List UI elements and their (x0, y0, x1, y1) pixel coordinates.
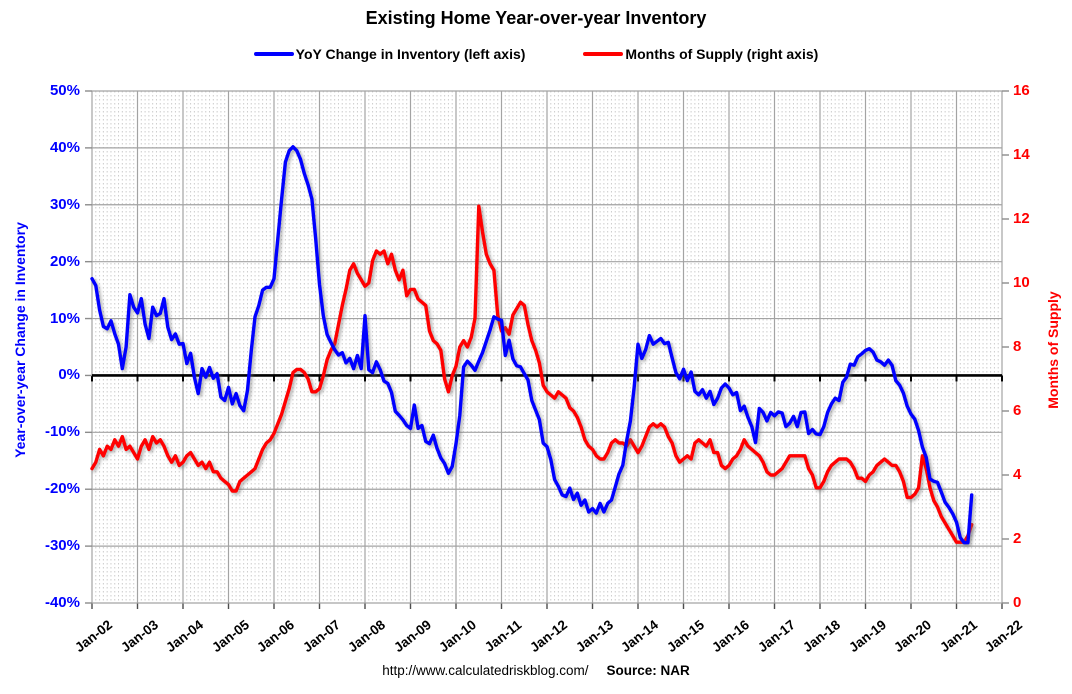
legend: YoY Change in Inventory (left axis) Mont… (0, 46, 1072, 62)
y-axis-right-tick-label: 4 (1013, 466, 1022, 483)
y-axis-left-tick-label: -20% (44, 480, 80, 498)
y-axis-left-tick-label: -10% (44, 423, 80, 441)
series-months-of-supply-line (90, 204, 974, 544)
y-axis-left-tick-label: 20% (49, 252, 80, 270)
y-axis-left-tick-label: 40% (49, 138, 80, 156)
footer-url: http://www.calculatedriskblog.com/ (382, 663, 589, 678)
y-axis-left-tick-label: -40% (44, 594, 80, 611)
legend-label-yoy: YoY Change in Inventory (left axis) (295, 46, 526, 62)
y-axis-left-tick-label: 0% (58, 366, 80, 384)
y-axis-right-tick-label: 0 (1013, 594, 1022, 611)
y-axis-right-tick-label: 12 (1013, 210, 1030, 227)
footer: http://www.calculatedriskblog.com/Source… (0, 663, 1072, 678)
legend-line-sample-blue (253, 51, 294, 57)
y-axis-left-tick-label: 50% (49, 82, 80, 99)
y-axis-right-tick-label: 14 (1013, 146, 1030, 163)
y-axis-left-title: Year-over-year Change in Inventory (12, 222, 28, 458)
y-axis-right-tick-label: 16 (1013, 82, 1030, 99)
legend-item-months: Months of Supply (right axis) (583, 46, 818, 62)
y-axis-right-tick-label: 2 (1013, 530, 1022, 547)
y-axis-left-tick-label: -30% (44, 537, 80, 555)
y-axis-right-tick-label: 6 (1013, 402, 1022, 419)
y-axis-left-tick-label: 30% (49, 195, 80, 213)
legend-item-yoy: YoY Change in Inventory (left axis) (253, 46, 526, 62)
footer-source: Source: NAR (606, 663, 690, 678)
y-axis-left-tick-label: 10% (49, 309, 80, 327)
series-yoy-inventory-line (90, 145, 974, 545)
chart-title: Existing Home Year-over-year Inventory (365, 8, 707, 28)
legend-label-months: Months of Supply (right axis) (625, 46, 819, 62)
y-axis-right-tick-label: 10 (1013, 274, 1030, 291)
legend-line-sample-red (583, 51, 624, 57)
y-axis-right-tick-label: 8 (1013, 338, 1022, 355)
